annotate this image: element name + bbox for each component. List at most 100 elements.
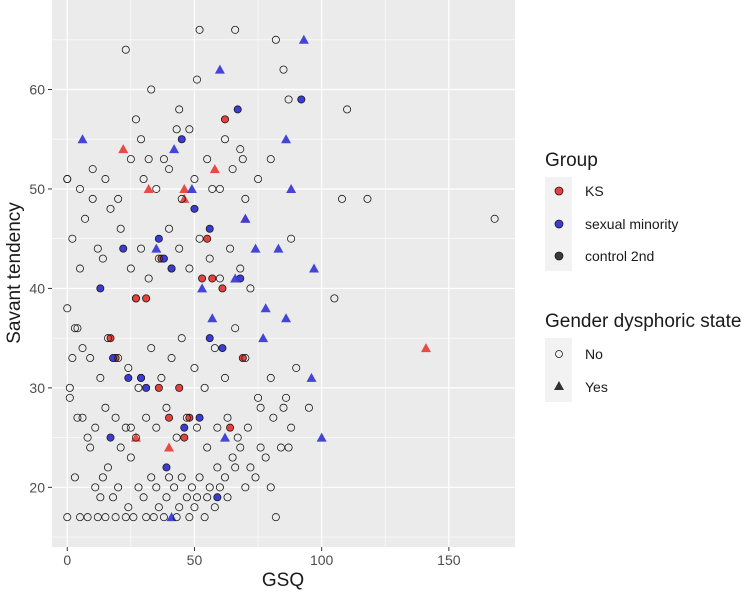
point-circle	[297, 95, 306, 104]
point-circle	[205, 483, 214, 492]
point-circle	[241, 194, 250, 203]
point-circle	[93, 244, 102, 253]
x-tick-label: 100	[310, 552, 334, 568]
point-circle	[144, 274, 153, 283]
point-circle	[203, 493, 212, 502]
point-circle	[213, 493, 222, 502]
point-circle	[190, 503, 199, 512]
point-triangle	[316, 432, 327, 442]
x-tick-label: 50	[187, 552, 203, 568]
point-circle	[220, 473, 229, 482]
point-circle	[195, 25, 204, 34]
point-circle	[223, 413, 232, 422]
point-circle	[103, 334, 112, 343]
point-circle	[195, 234, 204, 243]
legend-label-ks: KS	[585, 183, 604, 199]
point-circle	[162, 493, 171, 502]
point-circle	[152, 483, 161, 492]
point-circle	[215, 274, 224, 283]
point-circle	[261, 453, 270, 462]
point-triangle	[179, 183, 190, 193]
legend-key-sexual-minority	[554, 219, 564, 229]
point-circle	[343, 105, 352, 114]
point-circle	[139, 493, 148, 502]
x-axis-title: GSQ	[262, 570, 304, 591]
legend-gds-keys	[545, 338, 572, 402]
point-triangle	[281, 313, 292, 323]
point-circle	[75, 513, 84, 522]
point-circle	[200, 383, 209, 392]
point-triangle	[209, 164, 220, 174]
point-circle	[165, 473, 174, 482]
point-circle	[109, 493, 118, 502]
point-circle	[165, 165, 174, 174]
point-circle	[243, 423, 252, 432]
point-circle	[86, 443, 95, 452]
point-circle	[165, 224, 174, 233]
point-circle	[241, 354, 250, 363]
point-circle	[220, 135, 229, 144]
point-circle	[203, 234, 212, 243]
point-circle	[172, 433, 181, 442]
point-circle	[220, 115, 229, 124]
point-triangle	[77, 134, 88, 144]
point-circle	[78, 344, 87, 353]
point-circle	[159, 155, 168, 164]
legend-label-yes: Yes	[585, 379, 608, 395]
point-triangle	[260, 303, 271, 313]
point-circle	[177, 334, 186, 343]
point-circle	[101, 513, 110, 522]
point-circle	[287, 234, 296, 243]
point-circle	[279, 403, 288, 412]
point-circle	[292, 363, 301, 372]
point-triangle	[306, 372, 317, 382]
point-circle	[269, 413, 278, 422]
point-circle	[114, 194, 123, 203]
point-circle	[142, 294, 151, 303]
point-circle	[304, 403, 313, 412]
point-triangle	[214, 64, 225, 74]
point-circle	[279, 65, 288, 74]
point-circle	[236, 145, 245, 154]
point-circle	[116, 224, 125, 233]
point-circle	[226, 423, 235, 432]
point-circle	[170, 483, 179, 492]
point-circle	[276, 443, 285, 452]
grid-lines	[52, 0, 515, 547]
point-circle	[70, 473, 79, 482]
point-circle	[83, 513, 92, 522]
point-circle	[213, 463, 222, 472]
point-triangle	[281, 134, 292, 144]
point-circle	[190, 363, 199, 372]
point-circle	[185, 125, 194, 134]
point-circle	[134, 483, 143, 492]
point-circle	[96, 493, 105, 502]
point-triangle	[166, 512, 177, 522]
y-axis: 20 30 40 50 60	[29, 82, 52, 495]
point-circle	[205, 254, 214, 263]
point-circle	[106, 204, 115, 213]
point-triangle	[118, 144, 129, 154]
point-circle	[218, 284, 227, 293]
point-circle	[121, 423, 130, 432]
plot-panel	[52, 0, 515, 547]
point-circle	[68, 234, 77, 243]
point-circle	[75, 264, 84, 273]
point-circle	[241, 483, 250, 492]
point-circle	[78, 413, 87, 422]
point-circle	[154, 234, 163, 243]
point-circle	[177, 135, 186, 144]
legend-key-ks	[554, 186, 564, 196]
point-circle	[215, 184, 224, 193]
point-circle	[106, 334, 115, 343]
point-circle	[193, 75, 202, 84]
point-circle	[142, 383, 151, 392]
point-circle	[193, 423, 202, 432]
x-tick-label: 0	[63, 552, 71, 568]
point-circle	[101, 403, 110, 412]
point-circle	[246, 463, 255, 472]
point-circle	[131, 433, 140, 442]
point-circle	[175, 503, 184, 512]
point-circle	[162, 403, 171, 412]
point-circle	[88, 165, 97, 174]
